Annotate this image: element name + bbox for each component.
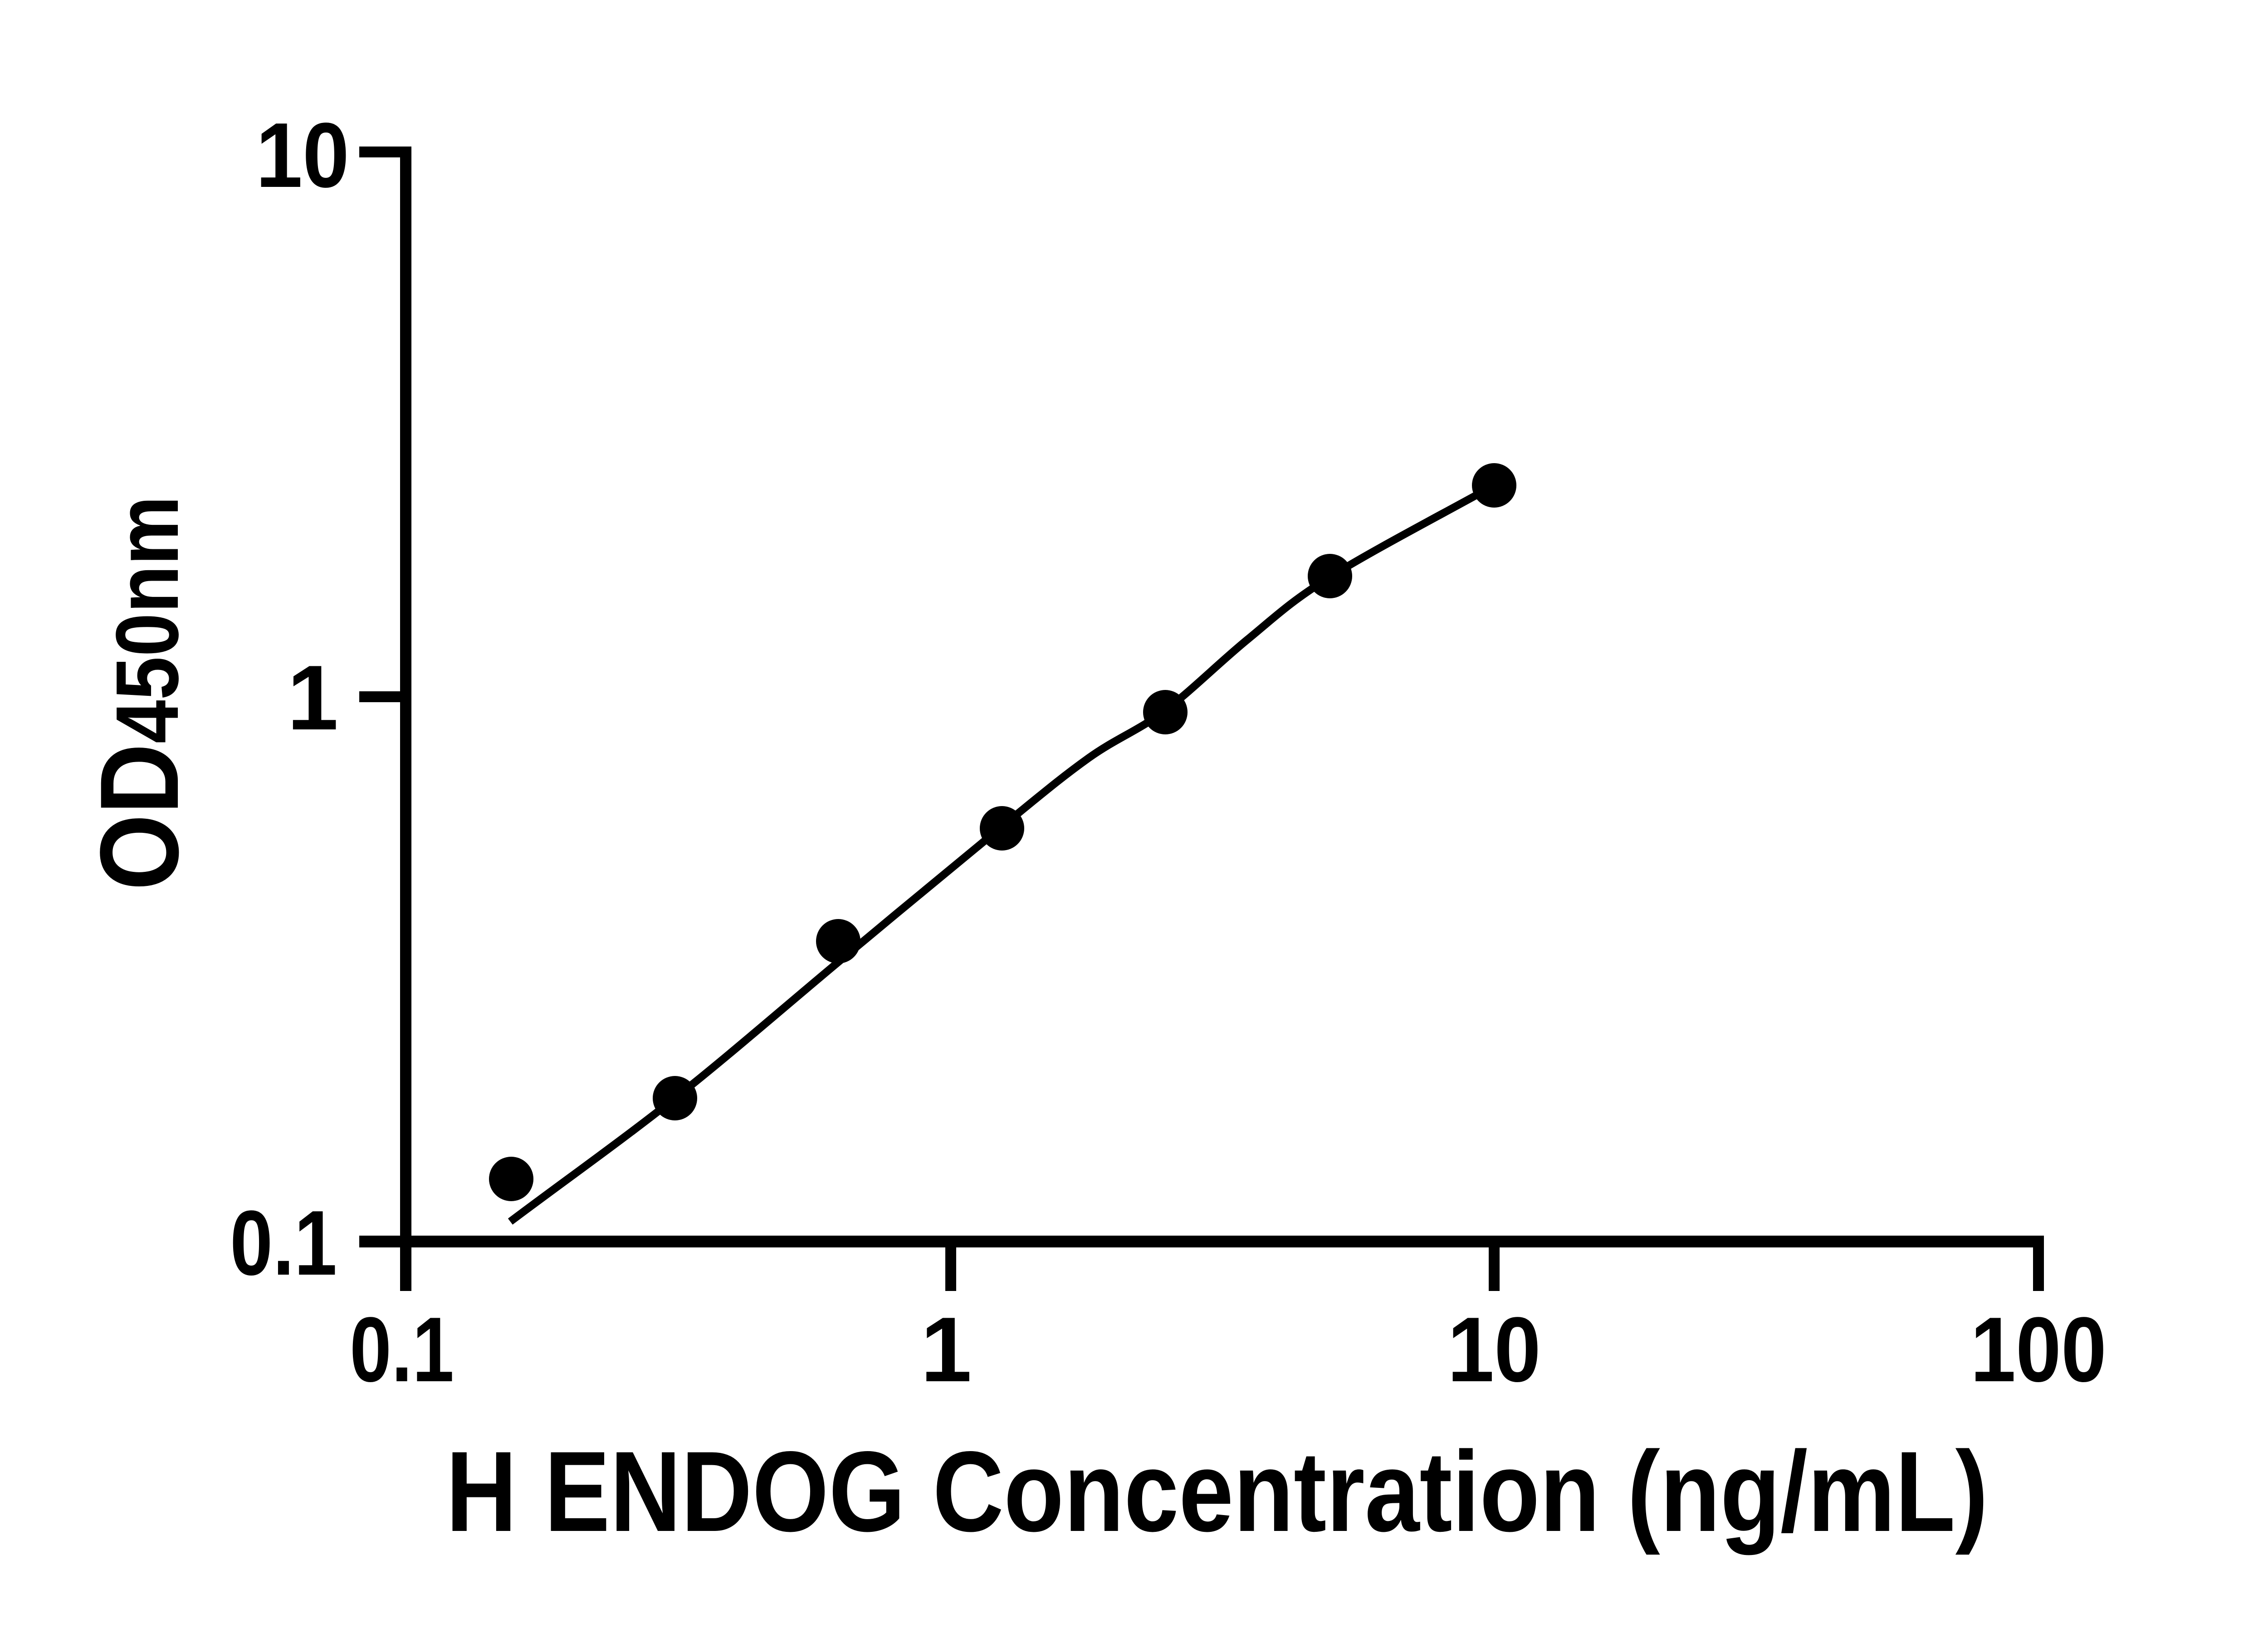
svg-text:450nm: 450nm	[98, 496, 197, 743]
svg-text:1: 1	[287, 646, 338, 749]
svg-text:10: 10	[1447, 1298, 1541, 1401]
svg-text:H ENDOG Concentration (ng/mL): H ENDOG Concentration (ng/mL)	[446, 1428, 1988, 1555]
svg-text:10: 10	[256, 104, 349, 207]
svg-text:1: 1	[921, 1298, 972, 1401]
svg-text:OD: OD	[77, 743, 202, 890]
svg-text:100: 100	[1970, 1298, 2107, 1401]
svg-text:0.1: 0.1	[230, 1192, 337, 1295]
svg-text:0.1: 0.1	[350, 1298, 454, 1401]
